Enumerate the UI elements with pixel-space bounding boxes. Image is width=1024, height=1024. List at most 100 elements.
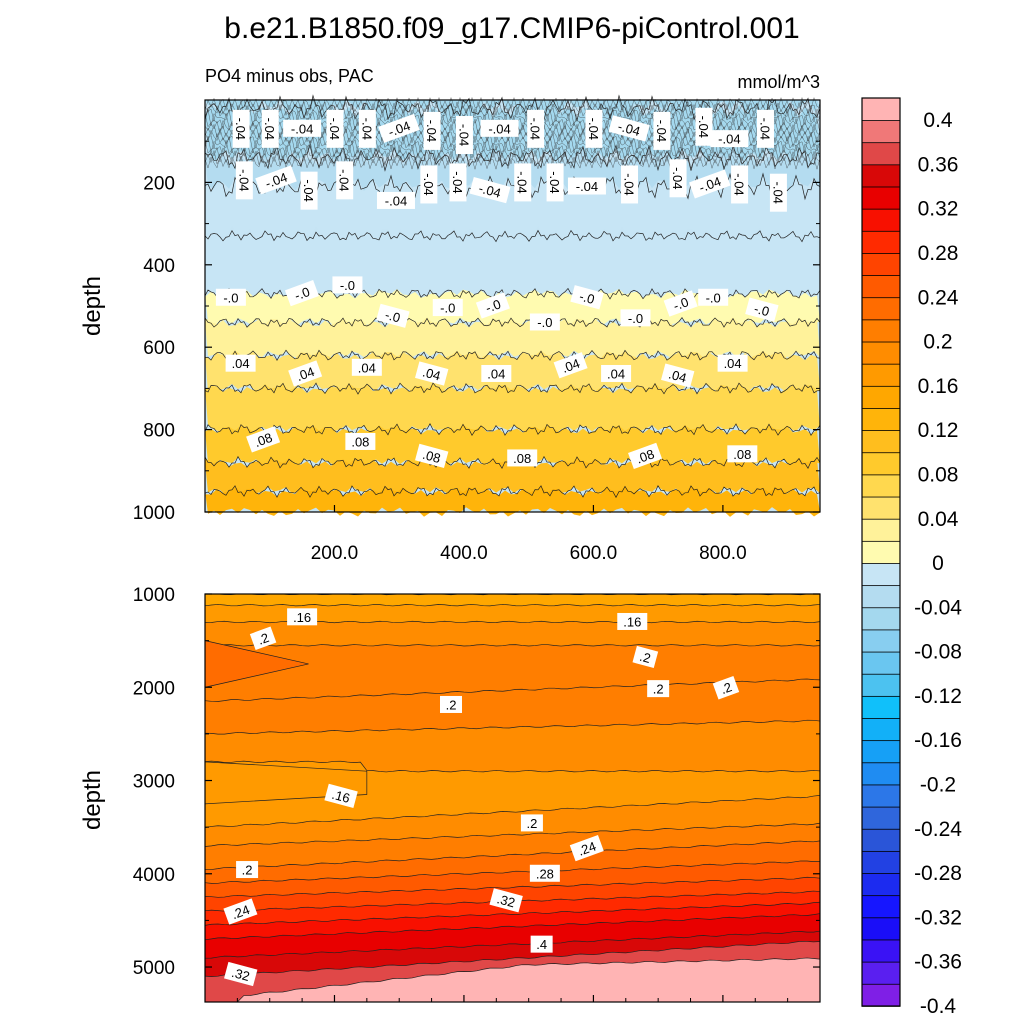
upper-contour-label-box [284,280,319,307]
upper-contour-label-box [601,364,632,382]
upper-contour-label: -.04 [455,116,473,155]
upper-contour-label: -.0 [663,290,698,317]
upper-contour-label: .08 [628,442,663,470]
upper-contour-label-text: .08 [513,451,531,466]
upper-contour-label-text: .04 [560,356,582,376]
colorbar-tick-label: 0.24 [918,286,959,309]
colorbar-swatch [861,186,901,210]
lower-contour-label-text: .2 [446,697,457,712]
upper-contour-label: .04 [481,364,512,382]
lower-contour-label-text: .2 [638,649,652,666]
colorbar-swatch [861,784,901,808]
colorbar-swatch [861,629,901,653]
upper-contour-label: -.04 [769,173,787,212]
upper-xtick-label: 800.0 [699,543,747,564]
upper-contour-label-text: -.0 [340,278,355,293]
upper-contour-label-box [620,309,651,327]
colorbar-swatch [861,584,901,609]
upper-contour-label-box [585,109,603,148]
upper-contour-label: -.04 [423,111,441,150]
colorbar-swatch [861,451,901,476]
upper-contour-label: -.04 [255,165,297,195]
lower-contour-label-box [223,898,258,925]
upper-contour-label-text: -.04 [547,171,562,193]
upper-contour-label-text: -.04 [670,167,685,189]
colorbar-tick-label: -0.32 [914,906,962,929]
lower-contour-label: .4 [530,935,553,953]
upper-contour-label-text: .08 [252,430,274,450]
upper-contour-label-text: -.04 [421,173,436,195]
upper-contour-label: -.04 [261,109,279,148]
upper-contour-label: .04 [601,364,632,382]
upper-contour-label-box [661,363,695,388]
upper-contour-label-box [376,303,410,328]
lower-contour-label-box [489,888,523,913]
lower-contour-line [204,760,821,773]
upper-contour-label-box [300,171,318,210]
lower-contour-line [204,860,821,884]
colorbar-swatch [861,806,901,830]
upper-ytick-label: 800 [143,421,175,442]
upper-contour-line [204,316,821,328]
lower-contour-label: .16 [617,612,648,630]
upper-contour-label-box [415,361,449,386]
colorbar-tick-label: 0.36 [918,153,959,176]
lower-ytick-label: 5000 [133,958,175,979]
upper-contour-label-box [378,113,420,143]
upper-contour-label: -.04 [235,161,253,200]
upper-contour-label: -.0 [284,280,319,307]
upper-contour-label: -.0 [745,297,779,322]
lower-contour-line [204,719,821,735]
colorbar-swatch [861,429,901,454]
upper-contour-label-text: .04 [358,360,376,375]
upper-contour-label-box [527,109,545,148]
colorbar-tick-label: 0.4 [923,109,953,132]
lower-contour-label-box [324,783,358,808]
upper-contour-label-box [481,364,512,382]
upper-contour-label: .08 [727,445,758,463]
lower-contour-label: .2 [249,626,277,651]
upper-contour-label-box [358,109,376,148]
lower-contour-line [204,930,821,959]
colorbar: 0.4 0.36 0.32 0.28 0.24 0.2 0.16 0.12 0.08 0.04 0 -… [861,97,962,1018]
lower-contour-label-text: .2 [256,630,271,648]
colorbar-swatch [861,341,901,365]
upper-contour-label-box [351,358,382,376]
upper-contour-label-box [469,177,511,204]
upper-contour-label-box [288,360,323,387]
upper-contour-label-text: -.04 [236,169,251,191]
lower-contour-line [204,913,821,941]
upper-contour-label-text: -.04 [616,119,642,139]
lower-contour-label: .24 [223,898,258,925]
colorbar-swatch [861,540,901,564]
colorbar-tick-label: -0.24 [914,818,962,841]
upper-contour-label: -.04 [710,130,749,148]
upper-contour-label-text: .04 [232,356,250,371]
lower-contour-line [204,604,821,607]
upper-contour-label-box [669,159,687,198]
colorbar-swatch [861,385,901,409]
upper-contour-label: .04 [415,361,449,386]
upper-contour-label-box [255,165,297,195]
upper-contour-label: -.04 [232,109,250,148]
colorbar-swatch [861,407,901,431]
colorbar-swatch [861,119,901,144]
upper-contour-label-text: .08 [351,434,369,449]
upper-contour-label-box [727,445,758,463]
upper-contour-label: .04 [351,358,382,376]
upper-contour-label: -.04 [689,169,731,199]
upper-contour-label: -.0 [570,285,604,310]
upper-band [205,176,820,246]
colorbar-tick-label: 0.16 [918,375,959,398]
colorbar-swatch [861,695,901,719]
upper-contour-label-text: -.04 [477,180,503,200]
lower-contour-label-box [617,612,648,630]
lower-contour-label-box [236,861,259,879]
lower-ytick-label: 1000 [133,585,175,606]
lower-plot-frame [204,593,821,1003]
upper-contour-label-text: .04 [667,366,688,385]
lower-contour-line [204,840,821,870]
upper-contour-label: -.04 [731,165,749,204]
upper-contour-label-box [717,354,748,372]
colorbar-swatch [861,296,901,321]
